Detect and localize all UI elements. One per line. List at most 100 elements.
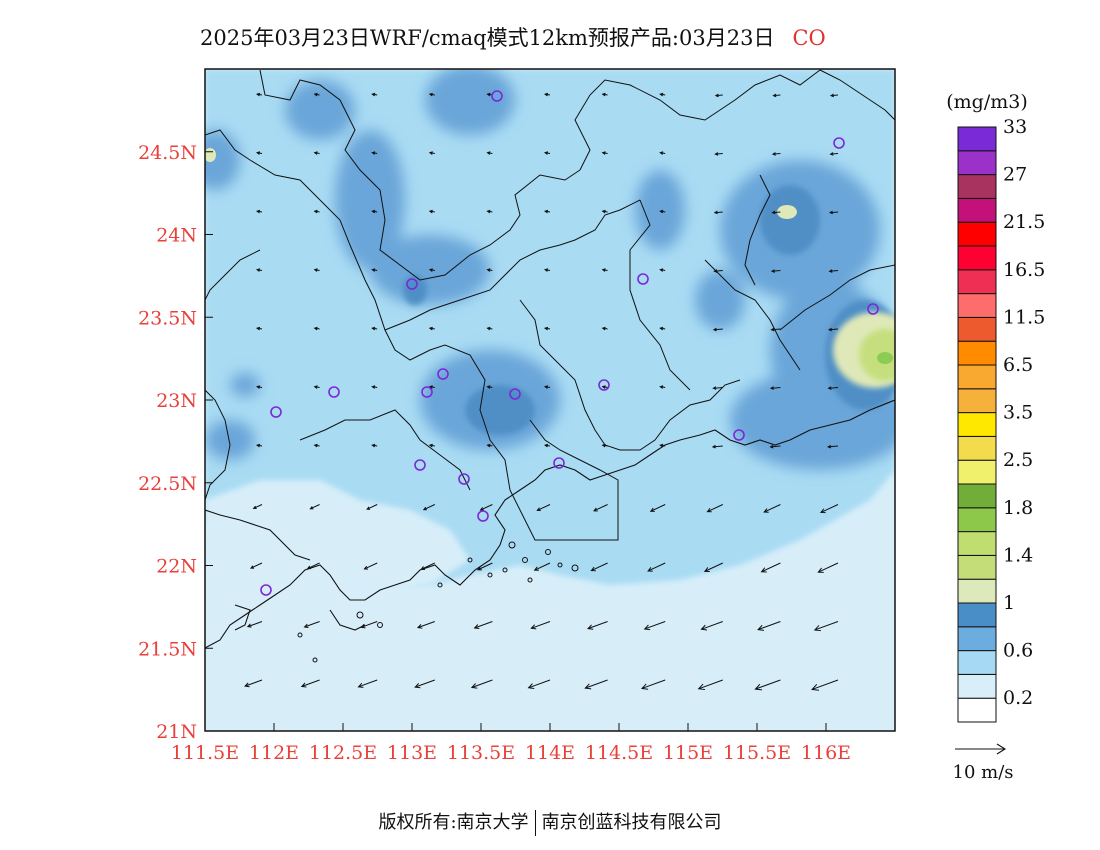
colorbar-swatch	[957, 602, 997, 628]
wind-arrow	[760, 562, 781, 573]
colorbar-swatch	[957, 578, 997, 604]
wind-arrow	[640, 679, 666, 690]
station-marker	[458, 473, 470, 485]
concentration-field	[205, 69, 895, 731]
lon-tick-label: 114E	[525, 742, 575, 764]
wind-arrow	[601, 268, 608, 272]
colorbar-swatches	[957, 126, 997, 723]
colorbar-swatch	[957, 459, 997, 485]
wind-arrow	[769, 386, 781, 390]
wind-arrow-head	[996, 743, 1007, 755]
wind-arrow	[420, 562, 436, 570]
colorbar-swatch	[957, 126, 997, 152]
species-label: CO	[792, 26, 826, 50]
station-marker	[421, 386, 433, 398]
lat-tick-label: 22.5N	[138, 473, 197, 495]
colorbar-swatch	[957, 174, 997, 199]
wind-arrow	[829, 93, 839, 98]
wind-arrow	[601, 326, 608, 331]
wind-arrow	[428, 209, 435, 214]
wind-arrow	[360, 621, 378, 629]
colorbar-label: 27	[1003, 164, 1027, 186]
wind-arrow	[300, 679, 320, 688]
wind-arrow	[428, 385, 435, 389]
colorbar-label: 1.4	[1003, 544, 1033, 566]
wind-arrow	[590, 562, 608, 572]
station-marker	[477, 510, 489, 522]
lon-tick-label: 112E	[249, 742, 299, 764]
wind-arrow	[659, 268, 666, 272]
colorbar-swatch	[957, 412, 997, 437]
wind-arrow	[533, 562, 551, 571]
chart-title: 2025年03月23日WRF/cmaq模式12km预报产品:03月23日 CO	[200, 22, 826, 52]
wind-arrow	[246, 621, 263, 628]
wind-arrow	[313, 268, 320, 272]
wind-arrow	[659, 326, 666, 331]
wind-arrow	[813, 621, 839, 632]
station-marker	[406, 278, 418, 290]
station-marker	[733, 429, 745, 441]
colorbar-swatch	[957, 531, 997, 556]
colorbar-swatch	[957, 435, 997, 461]
wind-arrow	[713, 269, 723, 273]
colorbar-swatch	[957, 340, 997, 366]
wind-arrow	[763, 504, 781, 513]
wind-arrow	[712, 386, 723, 390]
wind-legend: 10 m/s	[953, 743, 1014, 783]
colorbar-swatch	[957, 316, 997, 342]
wind-arrow	[601, 443, 608, 448]
wind-arrow	[303, 621, 320, 628]
wind-arrow	[486, 443, 493, 448]
wind-arrow	[659, 385, 666, 389]
wind-arrow	[255, 385, 263, 389]
lat-tick-label: 24N	[156, 225, 197, 247]
wind-arrow	[828, 269, 839, 273]
wind-arrow	[828, 210, 839, 215]
wind-arrow	[476, 562, 493, 571]
lat-tick-label: 22N	[156, 556, 197, 578]
wind-arrow	[428, 443, 435, 448]
colorbar-swatch	[957, 626, 997, 652]
wind-arrow	[769, 444, 781, 449]
wind-arrow	[593, 504, 608, 512]
wind-arrow	[371, 326, 378, 331]
lon-tick-label: 116E	[801, 742, 851, 764]
colorbar-label: 2.5	[1003, 449, 1033, 471]
lat-tick-label: 24.5N	[138, 142, 197, 164]
lon-tick-label: 112.5E	[309, 742, 377, 764]
latitude-axis: 21N 21.5N 22N 22.5N 23N 23.5N 24N 24.5N	[138, 142, 213, 743]
wind-arrow	[659, 92, 666, 97]
wind-arrow	[371, 443, 378, 448]
colorbar-swatch	[957, 507, 997, 533]
colorbar-swatch	[957, 697, 997, 723]
wind-arrow	[771, 210, 781, 215]
wind-arrow	[486, 326, 493, 331]
wind-arrow	[313, 92, 320, 97]
wind-arrow	[414, 679, 435, 689]
wind-arrow	[309, 504, 320, 510]
wind-arrow	[371, 385, 378, 389]
wind-arrow	[255, 92, 263, 97]
wind-arrow	[252, 504, 263, 510]
station-marker	[509, 388, 521, 400]
station-marker	[260, 584, 272, 596]
colorbar-label: 21.5	[1003, 211, 1045, 233]
wind-arrow	[313, 326, 320, 331]
station-marker	[270, 406, 282, 418]
wind-arrow	[536, 504, 551, 512]
wind-arrow	[255, 443, 263, 448]
wind-arrow	[255, 268, 263, 272]
lon-tick-label: 115.5E	[723, 742, 791, 764]
wind-arrow	[255, 326, 263, 331]
colorbar-swatch	[957, 483, 997, 509]
wind-arrow	[530, 621, 551, 630]
wind-arrow	[601, 92, 608, 97]
wind-arrow	[366, 504, 378, 510]
wind-arrow	[428, 151, 435, 155]
admin-boundaries	[205, 69, 895, 541]
station-marker	[414, 459, 426, 471]
wind-arrow	[486, 385, 493, 389]
wind-arrow	[255, 209, 263, 214]
wind-arrow	[543, 268, 551, 272]
